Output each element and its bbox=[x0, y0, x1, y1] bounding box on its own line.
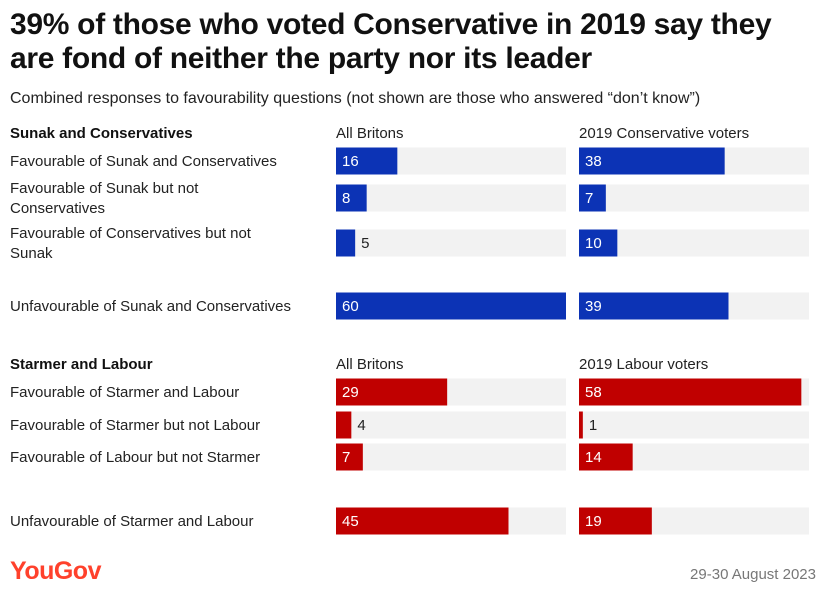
data-label: 14 bbox=[585, 449, 602, 466]
row-label: Favourable of Starmer and Labour bbox=[10, 384, 239, 401]
data-label: 58 bbox=[585, 384, 602, 401]
data-label: 10 bbox=[585, 235, 602, 252]
chart-subtitle: Combined responses to favourability ques… bbox=[10, 90, 701, 107]
bar-track bbox=[336, 443, 566, 471]
bar bbox=[579, 443, 633, 471]
row-label: Favourable of Sunak and Conservatives bbox=[10, 153, 277, 170]
data-label: 39 bbox=[585, 298, 602, 315]
chart-title: 39% of those who voted Conservative in 2… bbox=[10, 8, 772, 75]
bar bbox=[336, 443, 363, 471]
bar-track bbox=[336, 411, 566, 439]
column-header: All Britons bbox=[336, 356, 404, 373]
bar bbox=[579, 229, 618, 257]
data-label: 60 bbox=[342, 298, 359, 315]
bar bbox=[579, 378, 802, 406]
data-label: 45 bbox=[342, 513, 359, 530]
bar-track bbox=[579, 411, 809, 439]
bar bbox=[336, 378, 448, 406]
data-label: 4 bbox=[357, 417, 365, 434]
favourability-chart: Sunak and Conservatives All Britons 2019 C… bbox=[10, 125, 809, 535]
data-label: 19 bbox=[585, 513, 602, 530]
data-label: 38 bbox=[585, 153, 602, 170]
column-header: 2019 Labour voters bbox=[579, 356, 708, 373]
bar bbox=[336, 292, 566, 320]
bar bbox=[336, 229, 356, 257]
row-label: Favourable of Sunak but not Conservatives bbox=[10, 180, 199, 217]
bar bbox=[579, 184, 606, 212]
row-label: Favourable of Starmer but not Labour bbox=[10, 417, 260, 434]
bar-track bbox=[336, 184, 566, 212]
bar bbox=[579, 292, 729, 320]
column-header: All Britons bbox=[336, 125, 404, 142]
row-label: Unfavourable of Starmer and Labour bbox=[10, 513, 253, 530]
data-label: 8 bbox=[342, 190, 350, 207]
row-label: Favourable of Conservatives but not Sunak bbox=[10, 225, 252, 262]
bar bbox=[579, 507, 652, 535]
data-label: 29 bbox=[342, 384, 359, 401]
data-label: 1 bbox=[589, 417, 597, 434]
group-heading: Sunak and Conservatives bbox=[10, 125, 193, 142]
row-label: Unfavourable of Sunak and Conservatives bbox=[10, 298, 291, 315]
yougov-logo: YouGov bbox=[10, 557, 101, 585]
bar bbox=[336, 411, 352, 439]
bar bbox=[336, 147, 398, 175]
data-label: 7 bbox=[585, 190, 593, 207]
fieldwork-date: 29-30 August 2023 bbox=[690, 566, 816, 583]
data-label: 5 bbox=[361, 235, 369, 252]
bar-track bbox=[336, 229, 566, 257]
data-label: 16 bbox=[342, 153, 359, 170]
bar bbox=[336, 184, 367, 212]
group-heading: Starmer and Labour bbox=[10, 356, 153, 373]
data-label: 7 bbox=[342, 449, 350, 466]
bar bbox=[579, 411, 583, 439]
bar bbox=[579, 147, 725, 175]
column-header: 2019 Conservative voters bbox=[579, 125, 749, 142]
bar bbox=[336, 507, 509, 535]
row-label: Favourable of Labour but not Starmer bbox=[10, 449, 260, 466]
bar-track bbox=[579, 184, 809, 212]
